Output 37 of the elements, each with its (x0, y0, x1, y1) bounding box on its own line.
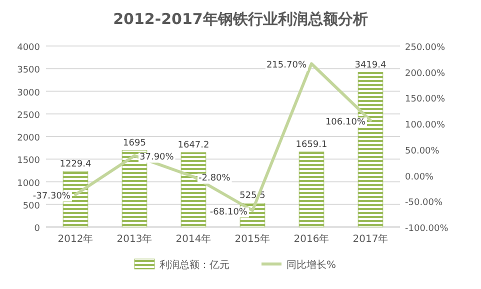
y-tick-label: 500 (22, 201, 40, 212)
x-tick-label: 2014年 (176, 233, 212, 245)
data-label: 1695 (123, 138, 146, 148)
data-label: -37.30% (32, 192, 71, 202)
y2-tick-label: 0.00% (405, 172, 434, 182)
data-label: 3419.4 (354, 60, 387, 70)
y-tick-label: 3000 (17, 88, 40, 98)
legend-label: 同比增长% (286, 259, 336, 271)
data-label: 1229.4 (60, 159, 92, 170)
y2-tick-label: 200.00% (405, 68, 446, 79)
x-tick-label: 2015年 (234, 233, 270, 245)
data-label: 106.10% (325, 117, 366, 128)
y-tick-label: 2500 (17, 110, 40, 121)
x-tick-label: 2013年 (116, 233, 152, 245)
data-label: -2.80% (198, 174, 231, 184)
y2-tick-label: -100.00% (405, 224, 449, 234)
y2-tick-label: 50.00% (405, 146, 440, 156)
y-tick-label: 1000 (17, 178, 40, 189)
y2-tick-label: -50.00% (405, 198, 444, 208)
data-label: 1659.1 (296, 140, 328, 150)
data-label: 37.90% (140, 152, 174, 163)
x-tick-label: 2016年 (294, 233, 330, 245)
data-label: 1647.2 (178, 140, 210, 150)
y-tick-label: 2000 (17, 134, 40, 144)
x-tick-label: 2017年 (352, 233, 388, 245)
legend-label: 利润总额：亿元 (160, 259, 230, 271)
y2-tick-label: 150.00% (405, 94, 446, 105)
y-tick-label: 4000 (17, 43, 40, 53)
data-label: -68.10% (210, 208, 248, 218)
y-tick-label: 0 (34, 224, 40, 234)
y-tick-label: 3500 (17, 66, 40, 76)
x-tick-label: 2012年 (58, 233, 94, 245)
y-tick-label: 1500 (17, 156, 40, 166)
title: 2012-2017年钢铁行业利润总额分析 (113, 10, 368, 28)
y2-tick-label: 100.00% (405, 120, 446, 131)
y2-tick-label: 250.00% (405, 43, 446, 53)
data-label: 215.70% (266, 60, 307, 71)
